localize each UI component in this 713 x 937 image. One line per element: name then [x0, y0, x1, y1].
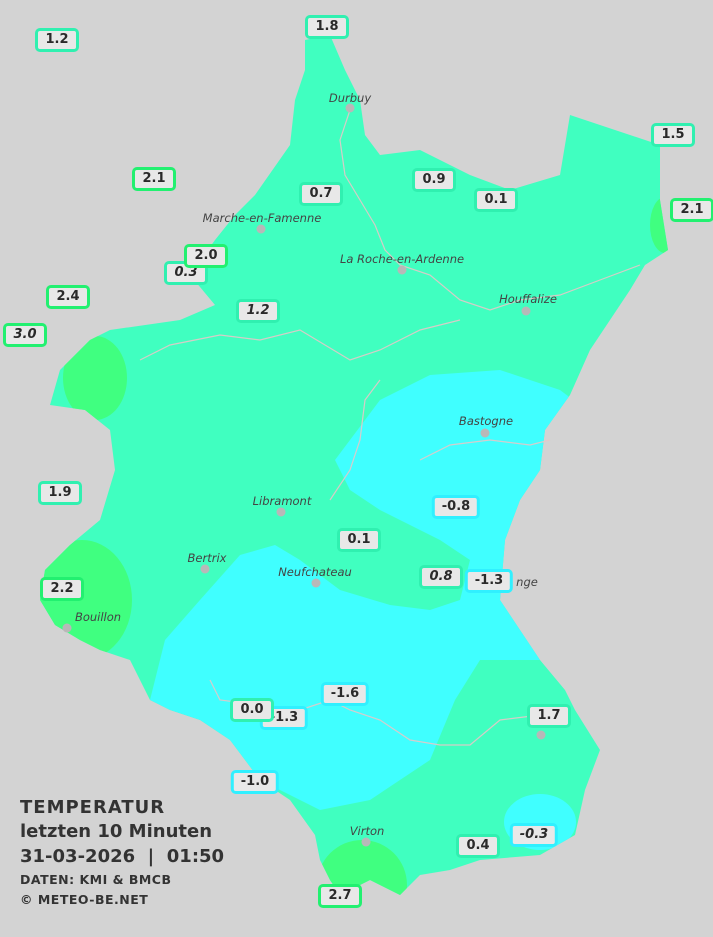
legend-title: TEMPERATUR — [20, 797, 166, 818]
station-temperature-badge: 2.4 — [46, 285, 90, 309]
legend-datetime: 31-03-2026 | 01:50 — [20, 846, 225, 867]
station-temperature-badge: 3.0 — [3, 323, 47, 347]
town-marker — [480, 428, 490, 438]
station-temperature-badge: 2.2 — [40, 577, 84, 601]
river — [139, 319, 461, 361]
station-temperature-badge: -1.3 — [464, 569, 514, 593]
station-temperature-badge: 0.0 — [230, 698, 274, 722]
station-temperature-badge: 0.9 — [412, 168, 456, 192]
town-marker — [521, 306, 531, 316]
town-label: Bouillon — [74, 610, 122, 624]
legend-copyright: © METEO-BE.NET — [20, 892, 149, 907]
river — [329, 379, 381, 501]
station-temperature-badge: 0.8 — [419, 565, 463, 589]
legend-period: letzten 10 Minuten — [20, 821, 213, 842]
town-label: nge — [516, 575, 538, 589]
town-marker — [397, 265, 407, 275]
town-label: La Roche-en-Ardenne — [339, 252, 465, 266]
town-marker — [311, 578, 321, 588]
station-temperature-badge: 0.4 — [456, 834, 500, 858]
town-marker — [361, 837, 371, 847]
town-label: Bertrix — [187, 551, 227, 565]
town-marker — [276, 507, 286, 517]
town-marker — [256, 224, 266, 234]
town-label: Bastogne — [458, 414, 514, 428]
map-legend: TEMPERATUR letzten 10 Minuten 31-03-2026… — [20, 796, 224, 910]
station-temperature-badge: 1.2 — [236, 299, 280, 323]
station-temperature-badge: 2.1 — [132, 167, 176, 191]
station-temperature-badge: -1.0 — [230, 770, 280, 794]
station-temperature-badge: 1.2 — [35, 28, 79, 52]
river — [419, 439, 551, 461]
station-temperature-badge: 2.7 — [318, 884, 362, 908]
station-temperature-badge: 0.1 — [337, 528, 381, 552]
town-label: Libramont — [252, 494, 312, 508]
station-temperature-badge: -0.3 — [509, 823, 559, 847]
station-temperature-badge: 0.7 — [299, 182, 343, 206]
station-temperature-badge: -1.6 — [320, 682, 370, 706]
town-marker — [62, 623, 72, 633]
town-label: Marche-en-Famenne — [202, 211, 322, 225]
legend-source: DATEN: KMI & BMCB — [20, 872, 172, 887]
town-label: Neufchateau — [278, 565, 352, 579]
station-temperature-badge: 1.5 — [651, 123, 695, 147]
station-temperature-badge: 1.7 — [527, 704, 571, 728]
town-label: Virton — [349, 824, 385, 838]
river — [339, 109, 641, 311]
station-temperature-badge: -0.8 — [431, 495, 481, 519]
station-temperature-badge: 2.1 — [670, 198, 713, 222]
station-temperature-badge: 2.0 — [184, 244, 228, 268]
station-temperature-badge: 1.8 — [305, 15, 349, 39]
station-temperature-badge: 1.9 — [38, 481, 82, 505]
town-marker — [200, 564, 210, 574]
town-label: Houffalize — [499, 292, 557, 306]
town-marker — [536, 730, 546, 740]
town-label: Durbuy — [328, 91, 372, 105]
town-marker — [345, 103, 355, 113]
station-temperature-badge: 0.1 — [474, 188, 518, 212]
band-2-to-3-region-west — [63, 336, 127, 420]
